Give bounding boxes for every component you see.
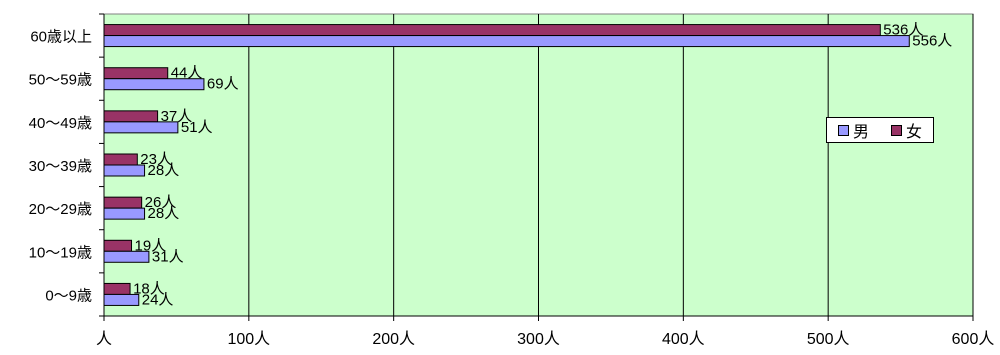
bar: [103, 164, 146, 177]
legend-label-female: 女: [905, 124, 922, 141]
bar: [103, 239, 133, 252]
bar: [103, 196, 143, 209]
bar: [103, 153, 138, 166]
data-label: 31人: [152, 248, 184, 265]
data-label: 28人: [148, 205, 180, 222]
x-tick-label: 200人: [372, 330, 415, 348]
data-label: 69人: [207, 76, 239, 93]
x-tick-label: 300人: [517, 330, 560, 348]
bar: [103, 121, 179, 134]
data-label: 19人: [135, 237, 167, 254]
data-label: 28人: [148, 162, 180, 179]
y-tick-label: 60歳以上: [30, 29, 92, 46]
legend-item-male: 男: [837, 118, 869, 142]
x-tick-label: 400人: [662, 330, 705, 348]
bar: [103, 35, 910, 48]
bar: [103, 293, 140, 306]
x-tick-label: 100人: [227, 330, 270, 348]
x-tick-label: 500人: [807, 330, 850, 348]
legend-swatch-male: [837, 124, 849, 136]
legend-label-male: 男: [852, 124, 869, 141]
data-label: 536人: [883, 22, 923, 39]
x-tick-label: 600人: [952, 330, 995, 348]
data-label: 51人: [181, 119, 213, 136]
data-label: 37人: [161, 108, 193, 125]
y-tick-label: 50～59歳: [29, 72, 92, 89]
legend-item-female: 女: [890, 118, 922, 142]
data-label: 556人: [912, 33, 952, 50]
y-tick-label: 40～49歳: [29, 115, 92, 132]
y-tick-label: 0～9歳: [45, 287, 92, 304]
bar: [103, 207, 146, 220]
y-tick-label: 30～39歳: [29, 158, 92, 175]
y-tick-label: 20～29歳: [29, 201, 92, 218]
data-label: 44人: [171, 65, 203, 82]
data-label: 24人: [142, 291, 174, 308]
bar: [103, 78, 205, 91]
data-label: 26人: [145, 194, 177, 211]
y-tick-label: 10～19歳: [29, 244, 92, 261]
data-label: 23人: [140, 151, 172, 168]
bar: [103, 110, 159, 123]
bar: [103, 24, 881, 37]
bar: [103, 250, 150, 263]
x-tick-label: 人: [96, 330, 112, 348]
bar: [103, 67, 169, 80]
data-label: 18人: [133, 280, 165, 297]
legend-swatch-female: [890, 124, 902, 136]
bar: [103, 282, 131, 295]
legend: 男 女: [826, 117, 934, 143]
